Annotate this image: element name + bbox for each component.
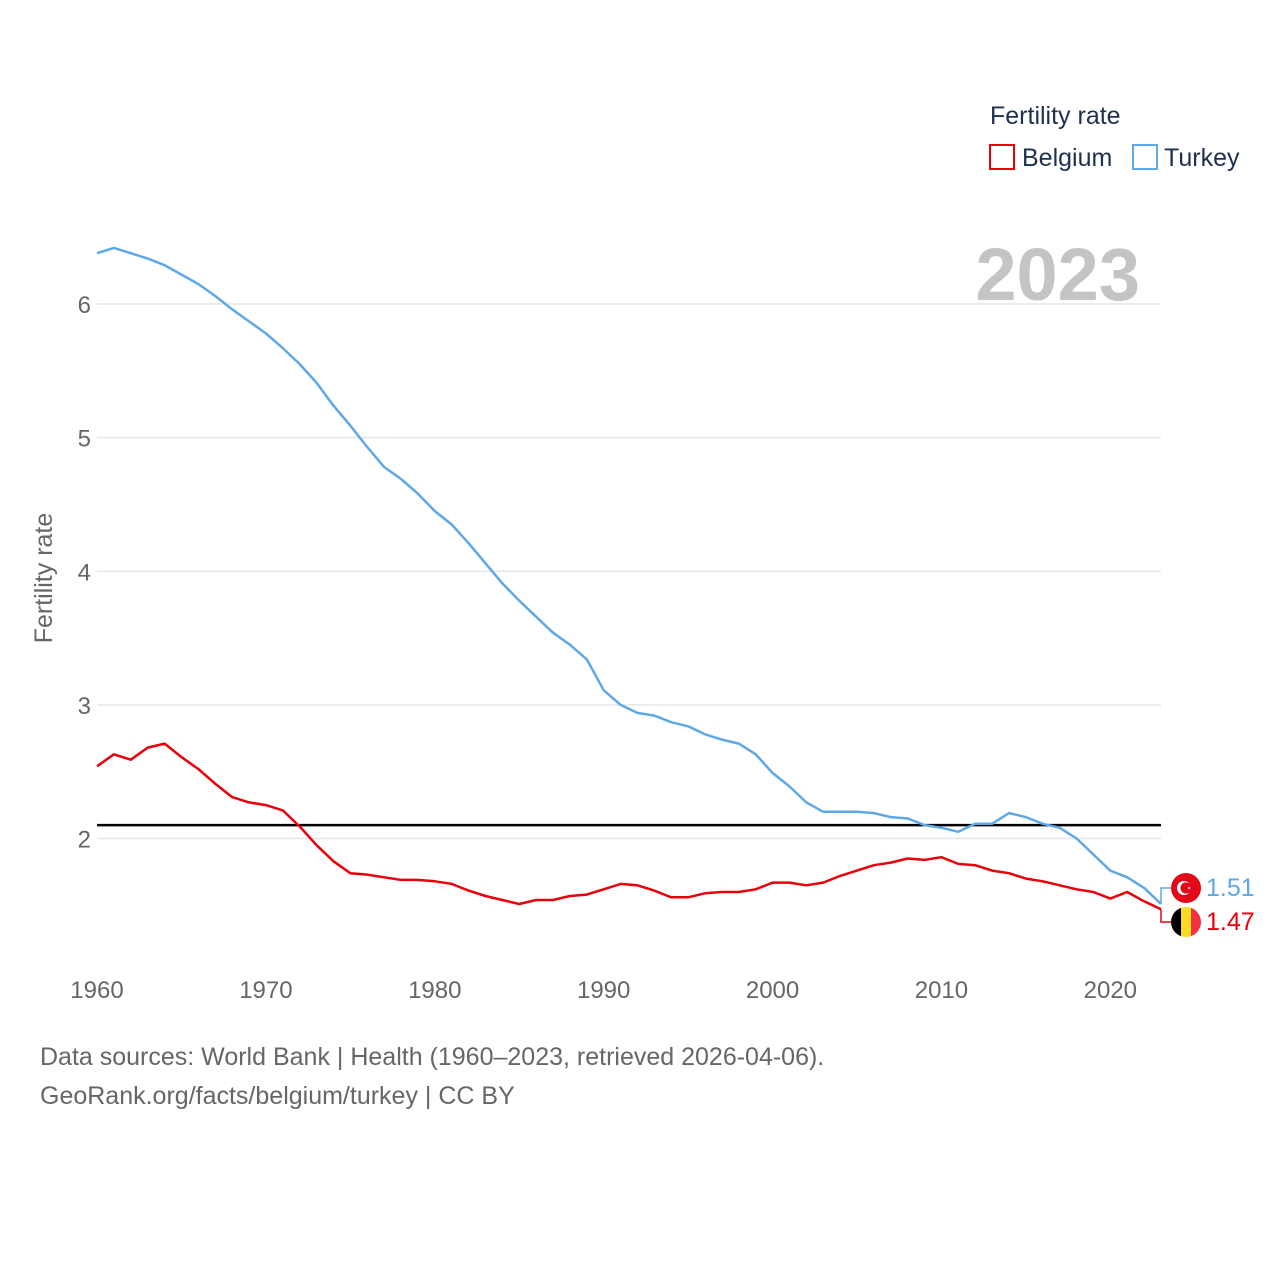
- y-tick-3: 3: [78, 693, 91, 720]
- legend-title: Fertility rate: [990, 102, 1121, 130]
- belgium-flag-icon: [1171, 907, 1201, 937]
- belgium-end-connector: [1160, 909, 1171, 923]
- legend-swatch-turkey[interactable]: [1132, 144, 1158, 170]
- x-tick-1990: 1990: [577, 977, 630, 1004]
- turkey-end-value: 1.51: [1206, 874, 1255, 902]
- series-line-turkey[interactable]: [96, 246, 1162, 905]
- current-year-label: 2023: [975, 233, 1140, 316]
- legend-label-belgium[interactable]: Belgium: [1022, 144, 1112, 172]
- legend-swatch-belgium[interactable]: [989, 144, 1015, 170]
- x-tick-1970: 1970: [239, 977, 292, 1004]
- x-tick-2000: 2000: [746, 977, 799, 1004]
- turkey-end-connector: [1160, 887, 1171, 904]
- fertility-line-chart: 2 3 4 5 6 1960 1970 1980 1990 2000 2010 2020 Ferti…: [30, 102, 1255, 1004]
- legend: Fertility rate Belgium Turkey: [989, 102, 1240, 172]
- end-markers: 1.51 1.47: [1160, 873, 1255, 937]
- x-tick-1960: 1960: [70, 977, 123, 1004]
- y-tick-2: 2: [78, 827, 91, 854]
- x-axis-ticks: 1960 1970 1980 1990 2000 2010 2020: [70, 977, 1137, 1004]
- turkey-flag-icon: [1171, 873, 1201, 903]
- y-tick-5: 5: [78, 426, 91, 453]
- y-tick-4: 4: [78, 559, 91, 586]
- y-axis-ticks: 2 3 4 5 6: [78, 292, 91, 854]
- y-axis-label: Fertility rate: [30, 513, 58, 644]
- x-tick-2020: 2020: [1084, 977, 1137, 1004]
- series-line-belgium[interactable]: [96, 742, 1162, 911]
- series-lines: [96, 246, 1162, 911]
- legend-label-turkey[interactable]: Turkey: [1164, 144, 1240, 172]
- x-tick-2010: 2010: [915, 977, 968, 1004]
- x-tick-1980: 1980: [408, 977, 461, 1004]
- belgium-end-value: 1.47: [1206, 908, 1255, 936]
- y-tick-6: 6: [78, 292, 91, 319]
- footer-attribution[interactable]: GeoRank.org/facts/belgium/turkey | CC BY: [40, 1082, 515, 1110]
- footer-sources: Data sources: World Bank | Health (1960–…: [40, 1043, 825, 1071]
- gridlines: [97, 303, 1161, 840]
